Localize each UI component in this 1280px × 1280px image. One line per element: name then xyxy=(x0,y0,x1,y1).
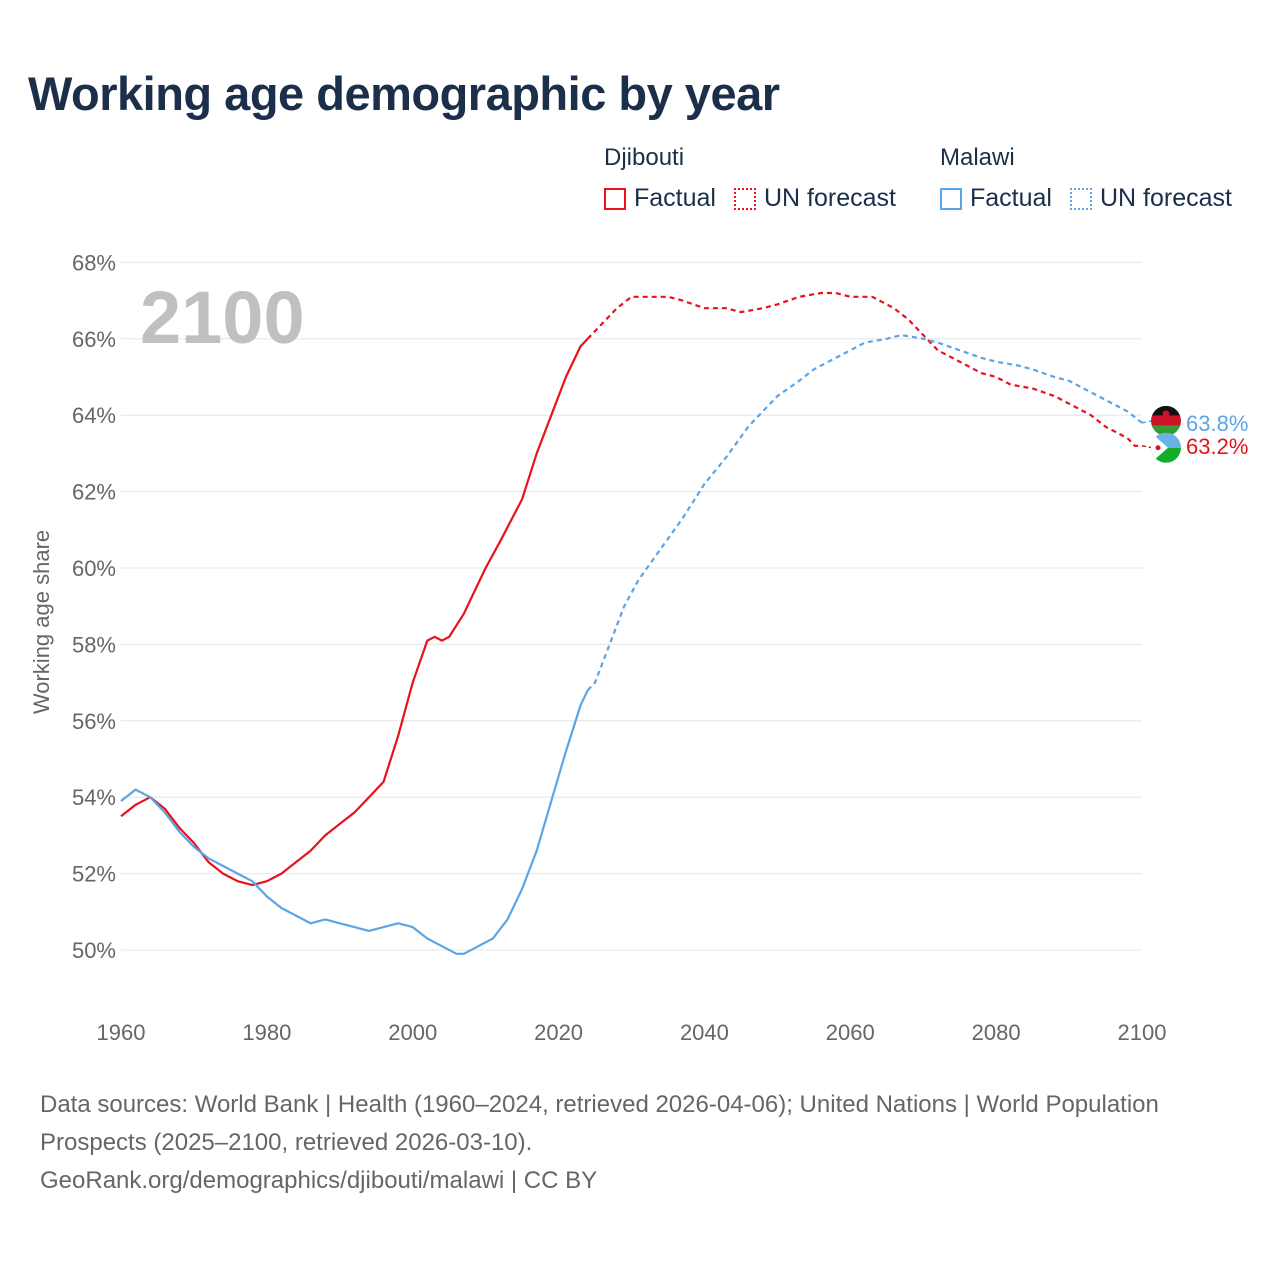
legend-malawi-factual[interactable]: Factual xyxy=(940,184,1052,213)
chart-title: Working age demographic by year xyxy=(28,67,780,120)
y-tick-label: 64% xyxy=(72,403,116,428)
legend-label: UN forecast xyxy=(763,184,896,212)
end-label-malawi: 63.8% xyxy=(1186,411,1248,436)
x-tick-label: 1980 xyxy=(242,1020,291,1045)
legend-group-djibouti: Djibouti Factual UN forecast xyxy=(604,144,896,213)
y-tick-label: 52% xyxy=(72,862,116,887)
x-tick-label: 2060 xyxy=(826,1020,875,1045)
footer: Data sources: World Bank | Health (1960–… xyxy=(40,1086,1240,1200)
malawi-flag-icon xyxy=(1151,405,1181,436)
end-label-djibouti: 63.2% xyxy=(1186,434,1248,459)
y-tick-label: 54% xyxy=(72,785,116,810)
line-chart: 50% 52% 54% 56% 58% 60% 62% 64% 66% 68% 1960 1980 2… xyxy=(72,250,1248,1045)
series-lines xyxy=(120,291,1143,955)
x-tick-label: 2080 xyxy=(972,1020,1021,1045)
legend-label: Factual xyxy=(970,184,1052,212)
y-tick-label: 66% xyxy=(72,327,116,352)
djibouti-flag-icon xyxy=(1151,432,1181,463)
x-tick-label: 1960 xyxy=(97,1020,146,1045)
legend-swatch-solid xyxy=(940,187,962,210)
x-tick-label: 2020 xyxy=(534,1020,583,1045)
legend-malawi-forecast[interactable]: UN forecast xyxy=(1069,184,1232,213)
legend-swatch-dotted xyxy=(1069,187,1092,210)
series-line-djibouti-factual[interactable] xyxy=(120,338,589,887)
end-leader-djibouti xyxy=(1141,445,1153,449)
footer-credit: GeoRank.org/demographics/djibouti/malawi… xyxy=(40,1167,598,1194)
year-overlay: 2100 xyxy=(140,276,305,359)
legend-group-name: Djibouti xyxy=(604,144,685,171)
legend-djibouti-forecast[interactable]: UN forecast xyxy=(733,184,896,213)
footer-sources: Data sources: World Bank | Health (1960–… xyxy=(40,1091,1159,1156)
series-line-malawi-forecast[interactable] xyxy=(586,333,1143,691)
gridlines xyxy=(121,261,1142,951)
legend-swatch-solid xyxy=(604,187,626,210)
legend-swatch-dotted xyxy=(733,187,756,210)
y-tick-label: 68% xyxy=(72,250,116,275)
series-line-djibouti-forecast[interactable] xyxy=(586,291,1142,447)
legend-group-name: Malawi xyxy=(940,144,1015,171)
x-tick-label: 2000 xyxy=(388,1020,437,1045)
end-leader-malawi xyxy=(1141,420,1153,424)
y-tick-labels: 50% 52% 54% 56% 58% 60% 62% 64% 66% 68% xyxy=(72,250,116,963)
legend-group-malawi: Malawi Factual UN forecast xyxy=(940,144,1232,213)
y-tick-label: 56% xyxy=(72,709,116,734)
legend-djibouti-factual[interactable]: Factual xyxy=(604,184,716,213)
x-tick-labels: 1960 1980 2000 2020 2040 2060 2080 2100 xyxy=(97,1020,1167,1045)
x-tick-label: 2040 xyxy=(680,1020,729,1045)
y-tick-label: 62% xyxy=(72,480,116,505)
y-tick-label: 50% xyxy=(72,938,116,963)
series-line-malawi-factual[interactable] xyxy=(120,689,589,955)
y-tick-label: 58% xyxy=(72,632,116,657)
end-markers: 63.8%63.2% xyxy=(1141,405,1248,463)
x-tick-label: 2100 xyxy=(1118,1020,1167,1045)
y-tick-label: 60% xyxy=(72,556,116,581)
legend-label: Factual xyxy=(634,184,716,212)
legend-label: UN forecast xyxy=(1099,184,1232,212)
